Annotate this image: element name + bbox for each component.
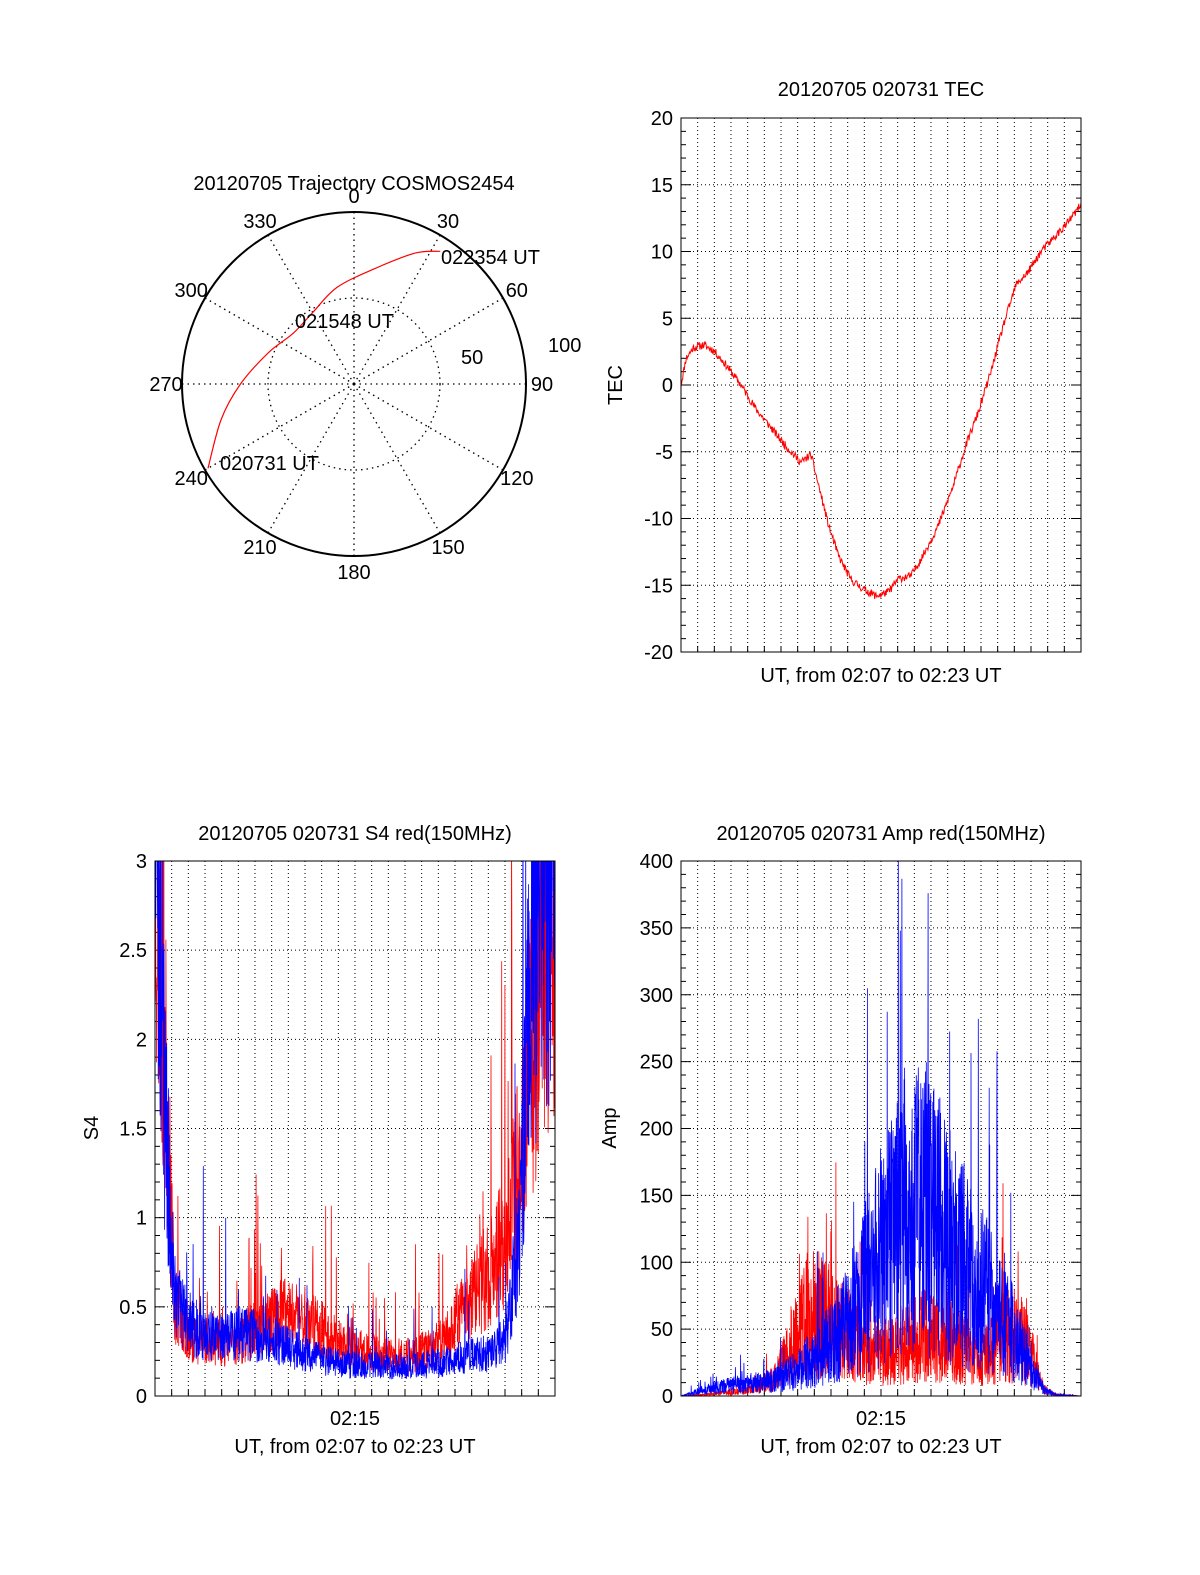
s4-plot: 20120705 020731 S4 red(150MHz) 0 0.5 1 1.5 2… xyxy=(81,823,556,1458)
amp-xlabel: UT, from 02:07 to 02:23 UT xyxy=(760,1436,1001,1458)
amp-axes-frame xyxy=(680,860,1082,1397)
amp-plot: 20120705 020731 Amp red(150MHz) 0 50 100 15… xyxy=(599,823,1082,1458)
amp-series-red xyxy=(681,1162,1081,1396)
s4-ylabel: S4 xyxy=(81,1116,103,1140)
polar-az-label-240: 240 xyxy=(174,468,207,490)
s4-series-red xyxy=(155,861,555,1374)
s4-ytick-label: 2 xyxy=(136,1029,147,1051)
amp-ytick-label: 50 xyxy=(651,1319,673,1341)
polar-azimuth-labels: 0 30 60 90 120 150 180 210 240 270 300 330 xyxy=(149,186,553,584)
amp-ytick-label: 150 xyxy=(640,1185,673,1207)
amp-ytick-label: 300 xyxy=(640,985,673,1007)
polar-trajectory-plot: 20120705 Trajectory COSMOS2454 0 30 60 90 12… xyxy=(149,173,581,584)
s4-ytick-label: 0 xyxy=(136,1386,147,1408)
polar-az-label-90: 90 xyxy=(531,374,553,396)
tec-grid xyxy=(681,118,1081,652)
tec-ytick-label: 5 xyxy=(662,308,673,330)
s4-axes-frame xyxy=(154,860,556,1397)
polar-az-label-0: 0 xyxy=(348,186,359,208)
s4-series xyxy=(155,861,555,1380)
tec-ytick-label: 10 xyxy=(651,242,673,264)
tec-ytick-label: -10 xyxy=(644,509,673,531)
amp-ytick-label: 200 xyxy=(640,1119,673,1141)
amp-ytick-label: 100 xyxy=(640,1252,673,1274)
polar-az-label-60: 60 xyxy=(506,280,528,302)
tec-ytick-label: -5 xyxy=(655,442,673,464)
tec-series-red xyxy=(681,202,1081,600)
polar-outer-circle xyxy=(181,211,527,557)
polar-trajectory-line xyxy=(207,250,441,469)
polar-annotation-end: 022354 UT xyxy=(441,247,540,269)
polar-az-label-150: 150 xyxy=(431,537,464,559)
polar-grid xyxy=(182,212,526,556)
amp-ylabel: Amp xyxy=(599,1107,621,1148)
tec-plot: 20120705 020731 TEC 20151050-5-10-15-20 … xyxy=(605,79,1082,687)
s4-series-blue xyxy=(155,861,555,1380)
tec-title: 20120705 020731 TEC xyxy=(778,79,984,101)
polar-spoke-300 xyxy=(204,297,355,385)
s4-xlabel: UT, from 02:07 to 02:23 UT xyxy=(234,1436,475,1458)
amp-ytick-label: 250 xyxy=(640,1052,673,1074)
polar-spoke-30 xyxy=(353,234,441,385)
tec-ytick-label: -15 xyxy=(644,575,673,597)
s4-grid xyxy=(155,861,555,1396)
tec-ytick-label: 15 xyxy=(651,175,673,197)
amp-series xyxy=(681,861,1081,1396)
tec-ytick-label: 0 xyxy=(662,375,673,397)
polar-spoke-330 xyxy=(267,234,355,385)
polar-spoke-210 xyxy=(267,383,355,534)
polar-annotation-start: 020731 UT xyxy=(220,453,319,475)
polar-annotation-mid: 021548 UT xyxy=(295,311,394,333)
polar-spoke-60 xyxy=(353,297,504,385)
polar-az-label-30: 30 xyxy=(437,211,459,233)
polar-radial-label-100: 100 xyxy=(548,335,581,357)
tec-ytick-label: 20 xyxy=(651,108,673,130)
s4-ytick-label: 1 xyxy=(136,1208,147,1230)
polar-spoke-240 xyxy=(204,383,355,471)
polar-radial-label-50: 50 xyxy=(461,347,483,369)
polar-az-label-120: 120 xyxy=(500,468,533,490)
s4-xtick-label: 02:15 xyxy=(330,1408,380,1430)
polar-spoke-120 xyxy=(353,383,504,471)
tec-ytick-label: -20 xyxy=(644,642,673,664)
s4-ytick-label: 0.5 xyxy=(119,1297,147,1319)
polar-az-label-210: 210 xyxy=(243,537,276,559)
tec-series xyxy=(681,202,1081,600)
polar-title: 20120705 Trajectory COSMOS2454 xyxy=(193,173,514,195)
polar-spoke-150 xyxy=(353,383,441,534)
amp-ytick-label: 400 xyxy=(640,851,673,873)
polar-az-label-330: 330 xyxy=(243,211,276,233)
s4-title: 20120705 020731 S4 red(150MHz) xyxy=(198,823,512,845)
amp-title: 20120705 020731 Amp red(150MHz) xyxy=(716,823,1045,845)
tec-y-ticks: 20 15 10 5 0 -5 -10 -15 -20 xyxy=(644,108,673,664)
s4-ytick-label: 3 xyxy=(136,851,147,873)
tec-axes-frame xyxy=(680,117,1082,653)
polar-ring-50 xyxy=(267,297,441,471)
amp-ytick-label: 350 xyxy=(640,918,673,940)
polar-az-label-300: 300 xyxy=(174,280,207,302)
amp-series-blue xyxy=(681,861,1081,1396)
s4-y-ticks: 0 0.5 1 1.5 2 2.5 3 xyxy=(119,851,147,1408)
polar-az-label-180: 180 xyxy=(337,562,370,584)
s4-ytick-label: 1.5 xyxy=(119,1119,147,1141)
amp-xtick-label: 02:15 xyxy=(856,1408,906,1430)
tec-xlabel: UT, from 02:07 to 02:23 UT xyxy=(760,665,1001,687)
amp-y-ticks: 0 50 100 150 200 250 300 350 400 xyxy=(640,851,673,1408)
polar-series xyxy=(207,250,441,469)
amp-ytick-label: 0 xyxy=(662,1386,673,1408)
polar-az-label-270: 270 xyxy=(149,374,182,396)
s4-ytick-label: 2.5 xyxy=(119,940,147,962)
tec-ylabel: TEC xyxy=(605,365,627,405)
